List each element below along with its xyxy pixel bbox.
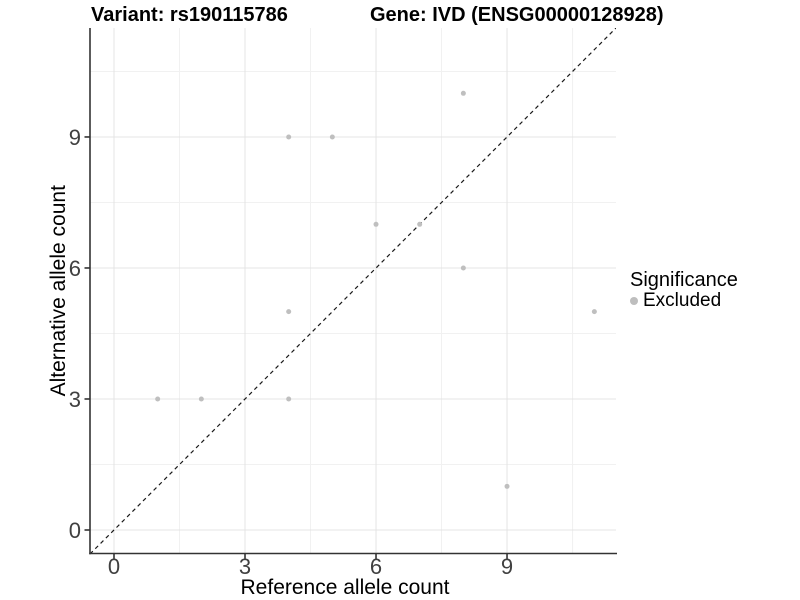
x-tick-label: 9 (501, 554, 513, 579)
identity-line (90, 28, 616, 554)
data-point (417, 221, 423, 227)
y-tick-label: 9 (69, 125, 81, 150)
plot-title-gene: Gene: IVD (ENSG00000128928) (370, 4, 664, 26)
data-point (460, 90, 466, 96)
data-point (286, 134, 292, 140)
x-axis-title: Reference allele count (241, 576, 450, 599)
legend-item-excluded: Excluded (630, 291, 738, 310)
y-tick-label: 6 (69, 256, 81, 281)
data-point (373, 221, 379, 227)
legend-item-label: Excluded (643, 290, 722, 311)
data-point (286, 396, 292, 402)
y-tick-label: 0 (69, 518, 81, 543)
data-point (155, 396, 161, 402)
legend: Significance Excluded (630, 270, 738, 310)
plot-title-variant: Variant: rs190115786 (91, 4, 288, 26)
data-point (286, 309, 292, 315)
y-axis-title: Alternative allele count (47, 185, 70, 396)
y-tick-label: 3 (69, 387, 81, 412)
x-tick-label: 0 (108, 554, 120, 579)
data-point (460, 265, 466, 271)
legend-title: Significance (630, 269, 738, 291)
x-tick-label: 3 (239, 554, 251, 579)
data-point (198, 396, 204, 402)
legend-point-icon (630, 296, 638, 305)
data-point (504, 483, 510, 489)
data-point (591, 309, 597, 315)
x-tick-label: 6 (370, 554, 382, 579)
data-point (329, 134, 335, 140)
